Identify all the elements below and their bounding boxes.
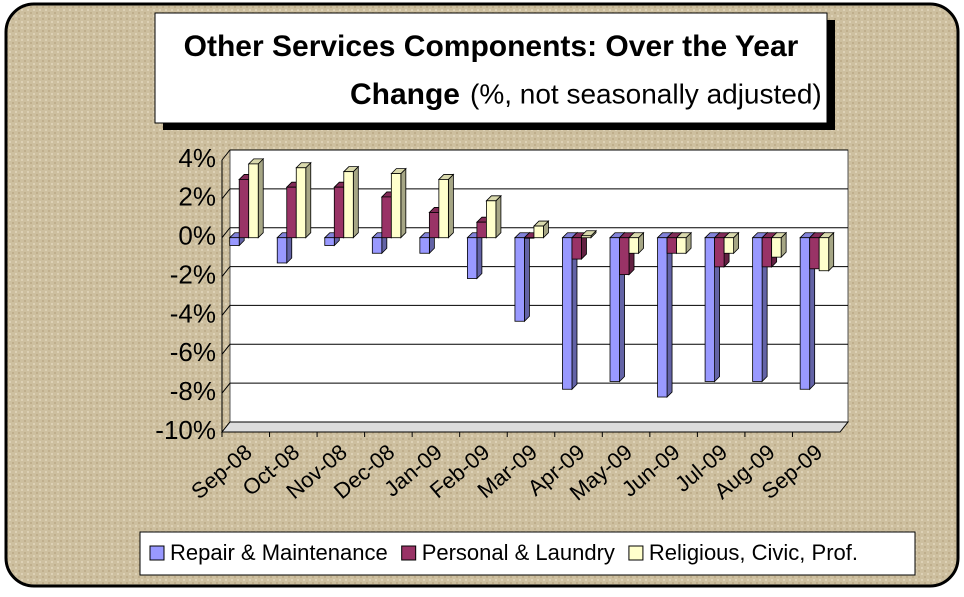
bar (532, 220, 550, 239)
bar (628, 231, 645, 255)
bar-face (400, 167, 407, 239)
bar-face (428, 212, 440, 239)
bar-face (343, 171, 354, 239)
bar-face (486, 200, 497, 239)
bar-face (476, 221, 487, 239)
bar-face (352, 165, 359, 239)
chart-title: Other Services Components: Over the Year (184, 30, 799, 63)
bar (437, 173, 455, 239)
bar-face (628, 237, 639, 254)
bar-face (333, 186, 345, 239)
bar-face (286, 186, 297, 239)
bar (704, 231, 721, 383)
bar-face (248, 163, 259, 239)
bar-face (476, 231, 483, 280)
bar-face (676, 237, 687, 254)
chart-title: Change (350, 78, 460, 111)
legend-label: Religious, Civic, Prof. (649, 540, 858, 565)
grid-line (221, 149, 848, 161)
grid-line (221, 382, 848, 394)
bar (580, 229, 597, 239)
bar-face (524, 231, 530, 323)
grid-line (221, 343, 848, 355)
legend-swatch (628, 545, 644, 561)
bar-face (809, 237, 820, 270)
bar (799, 231, 816, 391)
bar-face (371, 237, 383, 254)
y-tick-label: -6% (170, 337, 216, 367)
bar (276, 231, 293, 264)
bar-face (609, 237, 620, 382)
plot-wall (229, 149, 849, 423)
bar-face (438, 179, 449, 239)
bar-face (571, 237, 582, 260)
bar-face (524, 237, 535, 239)
bar-face (390, 173, 402, 239)
bar-face (714, 237, 725, 268)
y-tick-label: -10% (155, 415, 216, 445)
y-tick-label: 4% (178, 143, 216, 173)
bar (342, 165, 360, 239)
y-tick-label: -4% (170, 298, 216, 328)
legend-box (139, 531, 916, 576)
bar-face (723, 237, 735, 254)
bar-face (619, 237, 630, 276)
bar (770, 231, 788, 259)
title-box (154, 12, 828, 124)
bar-face (466, 237, 478, 279)
grid-line (221, 188, 848, 200)
bar (247, 157, 265, 239)
bar-face (229, 237, 240, 246)
bar-face (752, 237, 763, 382)
bar-face (666, 231, 673, 398)
bar-face (514, 237, 525, 322)
legend-label: Repair & Maintenance (170, 540, 388, 565)
legend-label: Personal & Laundry (422, 540, 615, 565)
bar-face (704, 237, 715, 382)
grid-line (221, 304, 848, 316)
grid-line (221, 227, 848, 239)
bar-face (666, 237, 677, 254)
bar-face (761, 237, 773, 268)
bar-face (238, 179, 250, 239)
bar-face (771, 237, 782, 258)
bar-face (533, 225, 544, 239)
y-tick-label: -2% (170, 259, 216, 289)
bar (466, 231, 483, 280)
bar (818, 231, 835, 272)
bar-face (828, 231, 835, 272)
legend-swatch (149, 545, 165, 561)
bar-face (381, 196, 392, 239)
bar-face (305, 161, 312, 239)
bar-face (818, 237, 830, 272)
grid-line (221, 266, 848, 277)
bar (561, 231, 578, 391)
bar-face (419, 237, 430, 254)
y-tick-label: 2% (178, 182, 216, 212)
bar-face (562, 237, 573, 390)
chart-subtitle: (%, not seasonally adjusted) (470, 78, 822, 109)
bar-face (276, 237, 288, 264)
y-tick-label: -8% (170, 376, 216, 406)
legend-swatch (401, 545, 417, 561)
bar (675, 231, 693, 255)
x-axis-floor (220, 421, 850, 433)
bar-face (257, 157, 264, 239)
bar-face (657, 237, 668, 398)
bar-face (295, 167, 307, 239)
bar-face (447, 173, 454, 239)
bar (513, 231, 531, 323)
bar (485, 194, 502, 239)
bar (656, 231, 674, 398)
bar (723, 231, 740, 255)
bar (390, 167, 407, 239)
bar-face (581, 235, 592, 239)
bar-face (324, 237, 335, 246)
y-tick-label: 0% (178, 221, 216, 251)
bar (295, 161, 312, 239)
bar-face (495, 194, 502, 239)
bar-face (799, 237, 811, 390)
